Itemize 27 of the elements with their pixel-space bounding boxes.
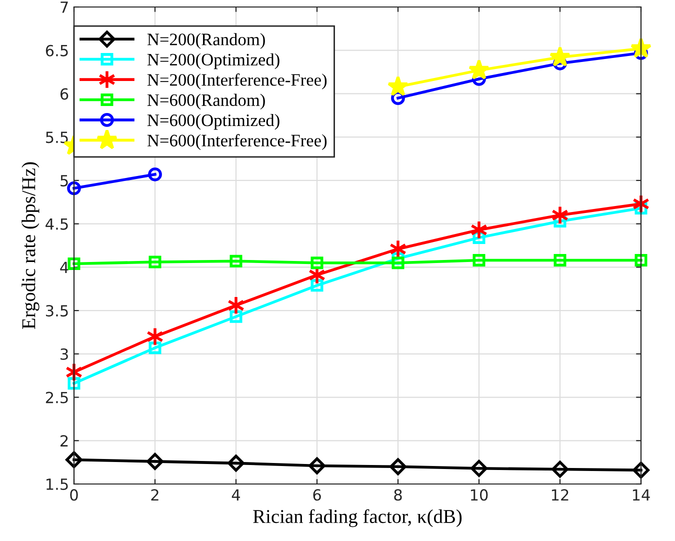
legend-label: N=600(Optimized) — [147, 114, 280, 130]
y-tick-label: 6 — [60, 88, 68, 100]
legend-label: N=600(Random) — [147, 94, 265, 110]
legend-label: N=600(Interference-Free) — [147, 134, 327, 150]
x-tick-label: 0 — [70, 489, 78, 501]
y-tick-label: 4.5 — [46, 218, 68, 230]
y-tick-label: 2.5 — [46, 392, 68, 404]
legend-label: N=200(Interference-Free) — [147, 73, 327, 90]
x-tick-label: 4 — [232, 489, 240, 500]
x-tick-label: 6 — [313, 489, 321, 501]
y-tick-label: 5 — [60, 175, 68, 186]
y-tick-label: 1.5 — [46, 478, 68, 490]
y-tick-label: 3.5 — [46, 305, 68, 317]
y-tick-label: 5.5 — [46, 132, 68, 144]
legend-label: N=200(Optimized) — [147, 53, 280, 70]
y-tick-label: 6.5 — [46, 44, 68, 56]
x-tick-label: 2 — [151, 489, 158, 500]
x-axis-title: Rician fading factor, κ(dB) — [253, 509, 462, 528]
y-axis-title: Ergodic rate (bps/Hz) — [22, 162, 40, 329]
x-tick-label: 12 — [552, 489, 568, 500]
y-tick-label: 7 — [60, 2, 68, 13]
x-tick-label: 14 — [632, 489, 650, 500]
x-tick-label: 10 — [470, 489, 488, 501]
y-tick-label: 3 — [60, 348, 68, 360]
legend-label: N=200(Random) — [147, 33, 265, 49]
y-tick-label: 2 — [60, 435, 68, 446]
x-tick-label: 8 — [394, 489, 402, 501]
